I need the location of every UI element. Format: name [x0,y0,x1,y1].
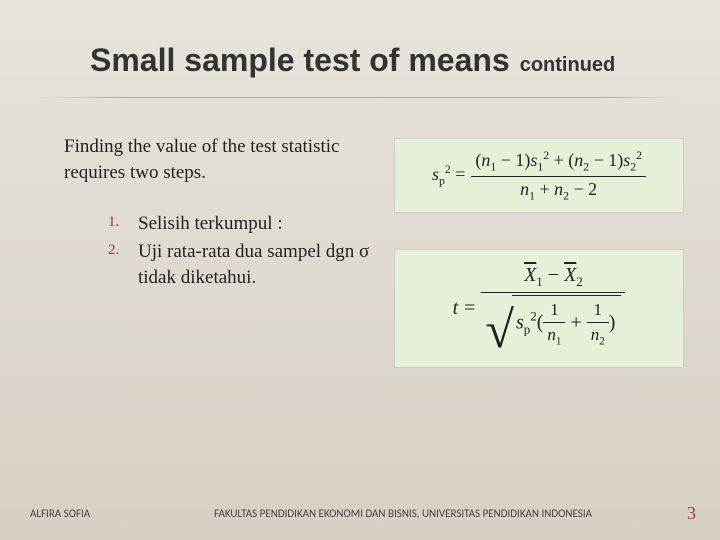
f1-minus1a: − 1) [496,150,530,170]
list-text: Uji rata-rata dua sampel dgn σ tidak dik… [138,239,374,290]
content-area: Finding the value of the test statistic … [0,98,720,404]
sqrt-symbol: √ [485,315,514,347]
formula-pooled-variance: sp2 = (n1 − 1)s12 + (n2 − 1)s22 n1 + n2 … [394,138,684,213]
f1-n2: n [574,150,583,170]
left-column: Finding the value of the test statistic … [64,134,394,404]
slide-title-continued: continued [520,54,616,76]
f1-den-plus: + [535,179,554,199]
f2-den-plus: + [565,311,586,333]
page-number: 3 [656,503,696,524]
f1-den-n1: n [520,179,529,199]
list-text: Selisih terkumpul : [138,211,283,237]
f1-s2-sub: 2 [630,161,636,174]
f2-minus: − [543,264,564,286]
intro-text: Finding the value of the test statistic … [64,134,374,185]
f1-lhs-base: s [432,164,439,184]
list-item: 1. Selisih terkumpul : [108,211,374,237]
footer-author: ALFIRA SOFIA [30,507,150,520]
f2-close: ) [609,311,616,333]
f1-minus1b: − 1) [589,150,623,170]
f1-den-minus2: − 2 [569,179,597,199]
f2-lhs: t [453,297,459,320]
f1-s2-sup: 2 [636,149,642,162]
f2-sp: s [516,311,524,333]
f2-open: ( [537,311,544,333]
f2-f2-num: 1 [587,300,609,323]
f2-f2-den-b: n [591,325,600,344]
list-number: 2. [108,239,138,290]
f2-f1-den-s: 1 [556,336,562,348]
list-item: 2. Uji rata-rata dua sampel dgn σ tidak … [108,239,374,290]
footer-institution: FAKULTAS PENDIDIKAN EKONOMI DAN BISNIS, … [150,507,656,520]
f2-x2-sub: 2 [576,274,583,289]
title-area: Small sample test of means continued [0,0,720,97]
f2-f1-den-b: n [547,325,556,344]
f2-eq: = [464,297,475,320]
f2-x2: X [564,264,576,286]
footer: ALFIRA SOFIA FAKULTAS PENDIDIKAN EKONOMI… [0,503,720,524]
f2-f1-num: 1 [543,300,565,323]
list-number: 1. [108,211,138,237]
right-column: sp2 = (n1 − 1)s12 + (n2 − 1)s22 n1 + n2 … [394,134,684,404]
slide-title: Small sample test of means [90,42,510,78]
f1-plus: + ( [549,150,574,170]
f1-lhs-sub: p [439,175,445,188]
f1-s1-sub: 1 [537,161,543,174]
f2-x1: X [524,264,536,286]
f1-den-n2: n [554,179,563,199]
formula-t-statistic: t = X1 − X2 √ sp2(1n1 + 1n2) [394,249,684,368]
f1-lhs-sup: 2 [445,163,451,176]
steps-list: 1. Selisih terkumpul : 2. Uji rata-rata … [64,211,374,290]
f2-f2-den-s: 2 [599,336,605,348]
